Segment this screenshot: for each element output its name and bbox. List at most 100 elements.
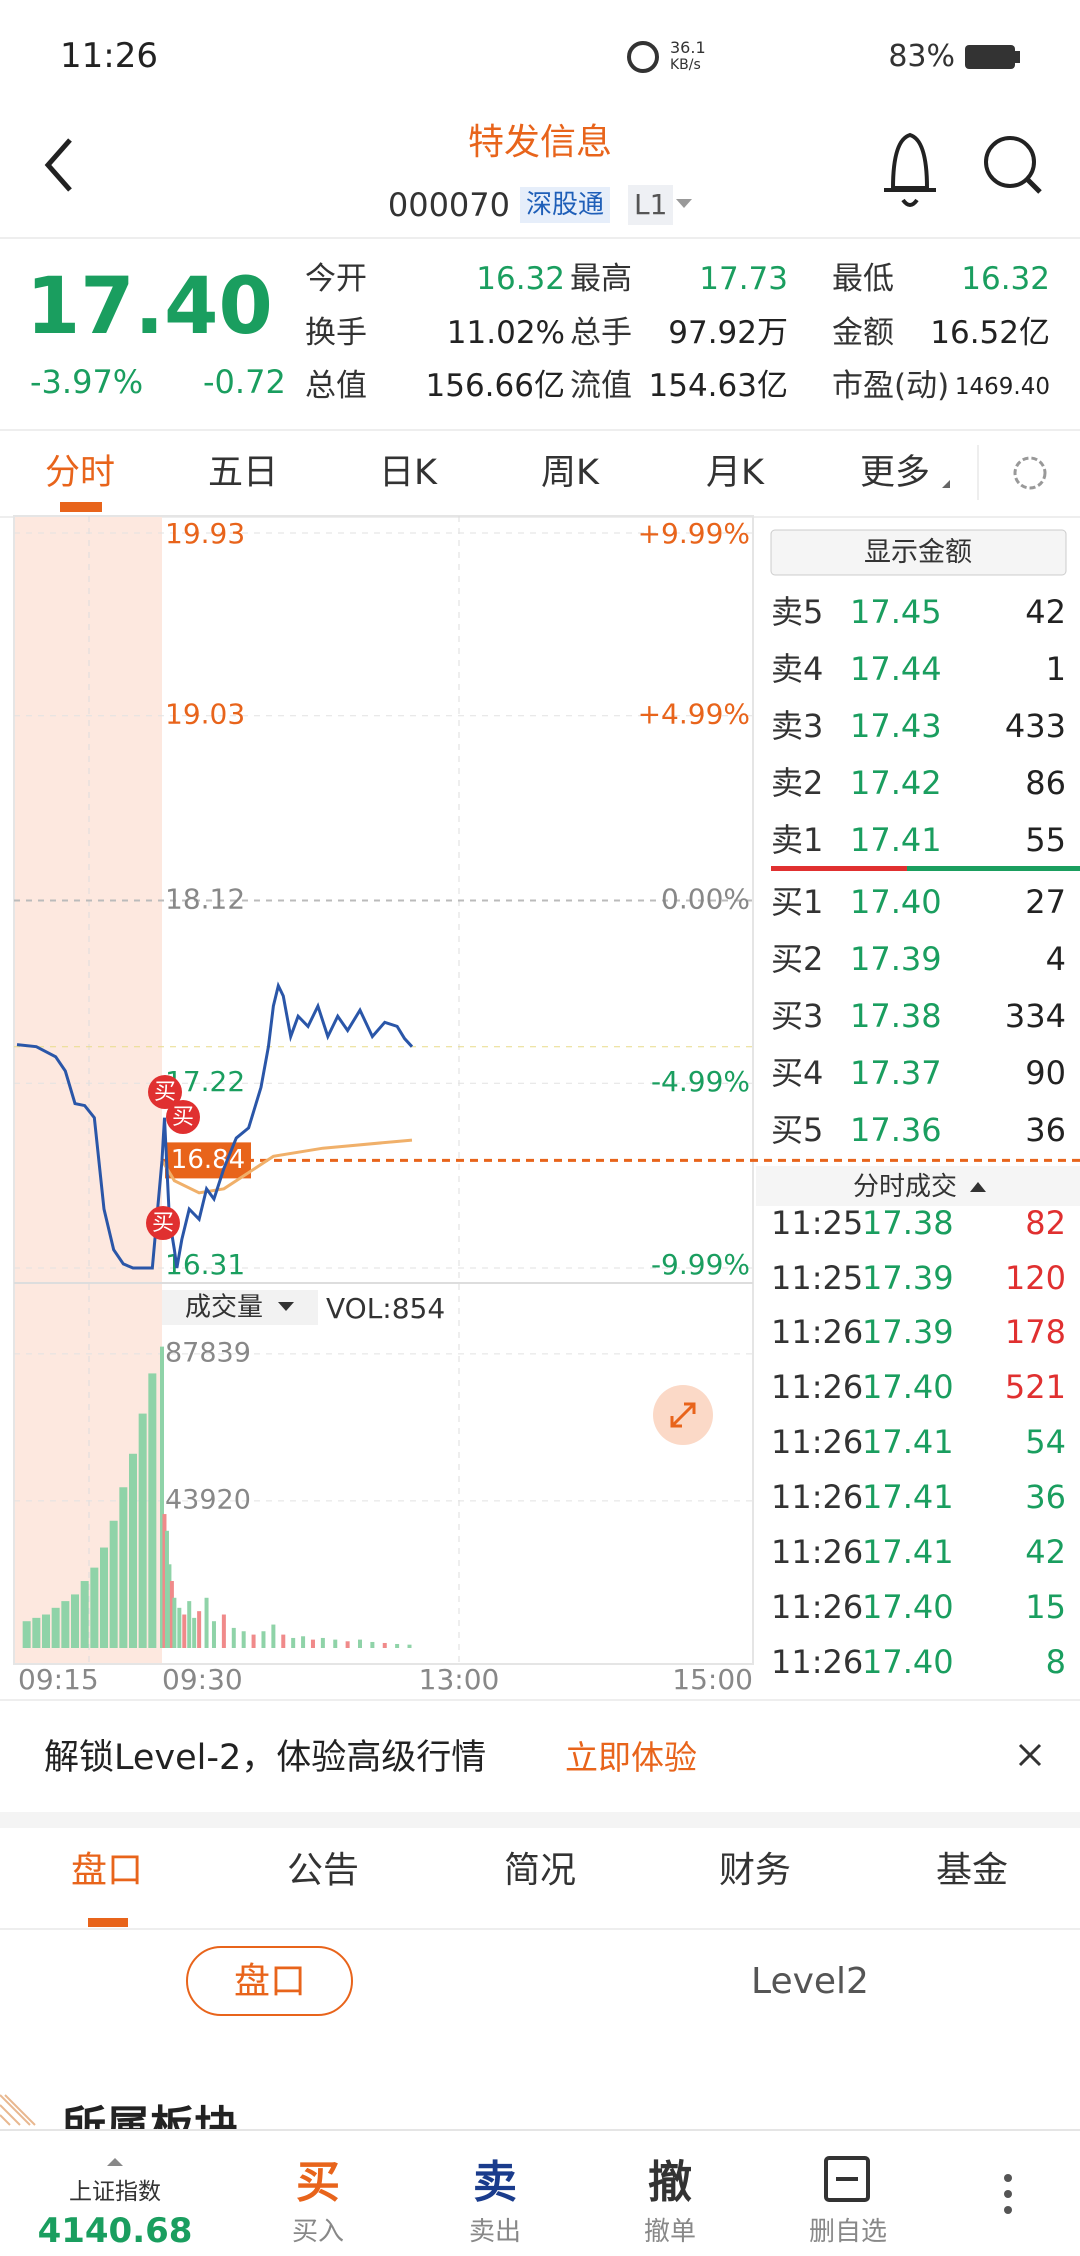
trades-arrow xyxy=(970,1182,986,1192)
trade-time: 11:26 xyxy=(771,1477,864,1516)
trade-price: 17.39 xyxy=(862,1312,954,1351)
volume-bar xyxy=(301,1636,306,1648)
volume-bar xyxy=(160,1346,164,1648)
book-vol: 55 xyxy=(1025,820,1066,859)
stat-value: 17.73 xyxy=(699,261,788,298)
tab[interactable]: 月K xyxy=(706,452,764,493)
battery-text: 83% xyxy=(888,39,955,74)
index-arrow xyxy=(107,2158,123,2166)
stock-code: 000070 xyxy=(387,185,510,224)
trade-price: 17.38 xyxy=(862,1203,954,1242)
book-vol: 433 xyxy=(1004,706,1066,745)
volume-bar xyxy=(162,1514,167,1648)
trade-time: 11:26 xyxy=(771,1587,864,1626)
tab2[interactable]: 简况 xyxy=(503,1849,576,1891)
volume-bar xyxy=(138,1413,147,1648)
tab-underline xyxy=(60,502,102,512)
trade-price: 17.40 xyxy=(862,1587,954,1626)
more-dot[interactable] xyxy=(1004,2174,1012,2182)
nav-label[interactable]: 撤单 xyxy=(643,2216,696,2247)
volume-bar xyxy=(333,1639,338,1648)
trade-vol: 178 xyxy=(1004,1312,1066,1351)
book-vol: 42 xyxy=(1025,592,1066,631)
back-icon[interactable] xyxy=(44,138,72,192)
stat-label: 最高 xyxy=(570,261,632,298)
index-value: 4140.68 xyxy=(37,2211,193,2252)
book-label: 卖3 xyxy=(771,706,824,745)
bell-icon[interactable] xyxy=(884,132,936,207)
volume-bar xyxy=(172,1597,177,1648)
trade-price: 17.41 xyxy=(862,1477,954,1516)
buy-marker xyxy=(148,1075,182,1109)
trade-time: 11:26 xyxy=(771,1422,864,1461)
trade-vol: 82 xyxy=(1025,1203,1066,1242)
pill[interactable] xyxy=(186,1946,353,2016)
nav-label[interactable]: 买入 xyxy=(291,2216,344,2247)
tab2[interactable]: 基金 xyxy=(935,1849,1008,1891)
trade-vol: 54 xyxy=(1025,1422,1066,1461)
tab[interactable]: 周K xyxy=(541,452,599,493)
tab2[interactable]: 公告 xyxy=(286,1849,359,1891)
net-unit: KB/s xyxy=(670,57,701,74)
search-icon[interactable] xyxy=(984,136,1036,188)
vol-text: VOL:854 xyxy=(326,1292,445,1325)
book-label: 卖5 xyxy=(771,592,824,631)
vol-arrow xyxy=(278,1302,294,1311)
volume-bar xyxy=(204,1597,209,1648)
tab[interactable]: 日K xyxy=(379,452,437,493)
nav-icon[interactable]: 买 xyxy=(296,2157,340,2209)
stat-value: 11.02% xyxy=(446,315,565,352)
nav-label[interactable]: 删自选 xyxy=(808,2216,887,2247)
open-label: 16.84 xyxy=(171,1145,245,1175)
alarm-icon xyxy=(627,41,659,73)
book-price: 17.41 xyxy=(850,820,942,859)
search-handle xyxy=(1025,177,1042,194)
stat-label: 最低 xyxy=(832,261,894,298)
stat-label: 换手 xyxy=(305,315,367,352)
trade-price: 17.40 xyxy=(862,1367,954,1406)
nav-icon[interactable]: 撤 xyxy=(648,2157,692,2209)
book-vol: 1 xyxy=(1045,649,1066,688)
tab[interactable]: 分时 xyxy=(44,452,115,493)
sell-ratio xyxy=(907,866,1080,871)
settings-icon[interactable] xyxy=(1013,456,1047,490)
stat-label: 流值 xyxy=(570,368,632,405)
volume-bar xyxy=(370,1641,375,1648)
sub-tab[interactable]: Level2 xyxy=(751,1960,869,2002)
trade-time: 11:26 xyxy=(771,1367,864,1406)
remove-icon[interactable] xyxy=(824,2156,870,2202)
volume-bar xyxy=(261,1631,266,1648)
book-label: 卖4 xyxy=(771,649,824,688)
sub-tab[interactable]: 盘口 xyxy=(233,1960,306,2002)
volume-bar xyxy=(90,1567,99,1648)
time-label: 13:00 xyxy=(419,1663,500,1696)
pct-label: -9.99% xyxy=(651,1248,750,1281)
tab2-underline xyxy=(88,1918,128,1927)
amount-button-text[interactable]: 显示金额 xyxy=(864,537,972,569)
volume-bar xyxy=(221,1614,226,1648)
tab[interactable]: 五日 xyxy=(207,452,278,493)
trades-title: 分时成交 xyxy=(852,1171,957,1202)
stat-value: 16.32 xyxy=(476,261,565,298)
banner-action[interactable]: 立即体验 xyxy=(565,1737,697,1777)
buy-marker-text: 买 xyxy=(154,1080,176,1105)
pct-label: 0.00% xyxy=(661,883,750,916)
trade-vol: 521 xyxy=(1004,1367,1066,1406)
book-vol: 86 xyxy=(1025,763,1066,802)
change: -0.72 xyxy=(203,362,286,401)
book-price: 17.38 xyxy=(850,996,942,1035)
tab2[interactable]: 盘口 xyxy=(70,1849,143,1891)
nav-label[interactable]: 卖出 xyxy=(468,2216,521,2247)
amount-button[interactable] xyxy=(770,529,1067,576)
more-arrow xyxy=(942,480,950,488)
volume-bar xyxy=(32,1617,41,1648)
badge: 深股通 xyxy=(520,186,611,224)
tab2[interactable]: 财务 xyxy=(718,1849,791,1891)
volume-bar xyxy=(177,1607,182,1648)
tab[interactable]: 更多 xyxy=(859,452,930,493)
nav-icon[interactable]: 卖 xyxy=(473,2157,517,2209)
trade-price: 17.39 xyxy=(862,1258,954,1297)
trade-time: 11:26 xyxy=(771,1312,864,1351)
close-icon[interactable] xyxy=(1018,1743,1042,1767)
